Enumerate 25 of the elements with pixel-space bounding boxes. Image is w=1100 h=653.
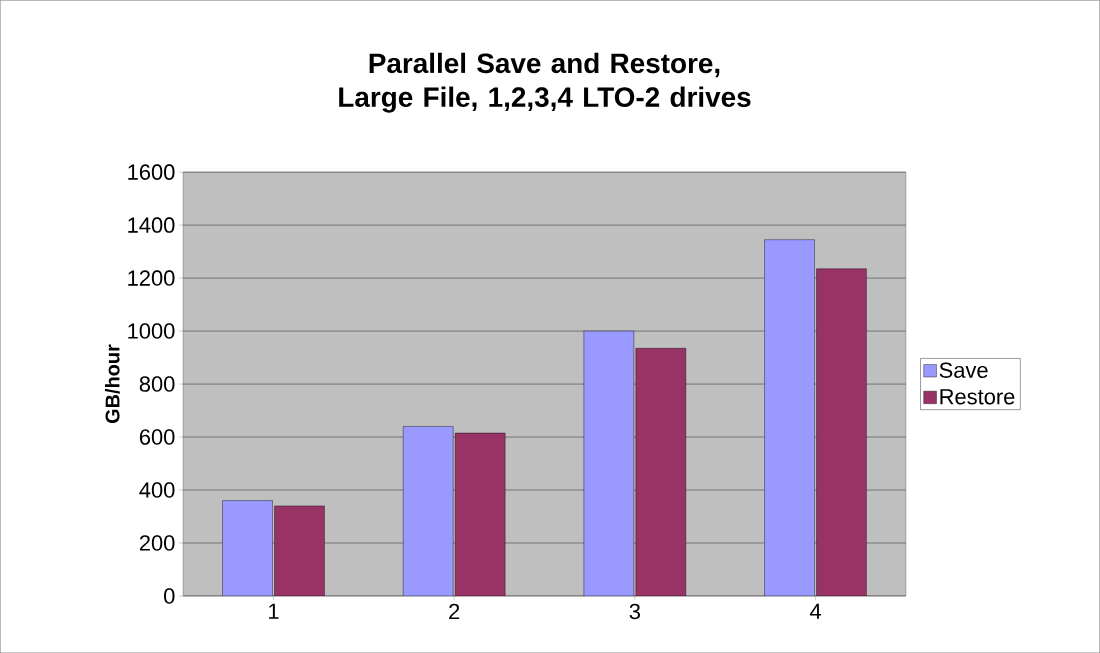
y-axis-title: GB/hour: [104, 344, 120, 423]
y-tick-label: 800: [139, 376, 175, 392]
legend-label: Restore: [940, 389, 1015, 405]
x-tick-label: 1: [269, 603, 279, 619]
bar: [222, 500, 273, 596]
y-tick-label: 0: [164, 588, 175, 604]
y-tick-label: 400: [139, 482, 175, 498]
legend-label: Save: [939, 362, 988, 378]
bar: [274, 505, 325, 596]
bar: [764, 239, 815, 596]
x-tick-label: 4: [809, 603, 821, 619]
y-tick-label: 1600: [128, 164, 175, 180]
x-tick-label: 3: [629, 603, 640, 620]
bar: [583, 330, 635, 596]
bar: [402, 426, 454, 596]
x-tick-label: 2: [449, 603, 460, 619]
y-tick-label: 1000: [128, 323, 175, 339]
bar: [635, 348, 687, 596]
y-tick-label: 600: [139, 429, 175, 445]
chart-title: Parallel Save and Restore, Large File, 1,2,3,4 LTO-2 drives: [339, 52, 751, 113]
bar: [454, 432, 506, 596]
y-tick-label: 200: [139, 535, 175, 551]
y-tick-label: 1200: [128, 270, 175, 286]
bar: [816, 268, 867, 596]
y-tick-label: 1400: [128, 217, 175, 233]
